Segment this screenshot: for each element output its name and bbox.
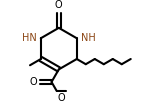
Text: O: O	[58, 93, 65, 103]
Text: HN: HN	[22, 33, 37, 43]
Text: NH: NH	[81, 33, 96, 43]
Text: O: O	[55, 0, 63, 10]
Text: O: O	[29, 77, 37, 87]
